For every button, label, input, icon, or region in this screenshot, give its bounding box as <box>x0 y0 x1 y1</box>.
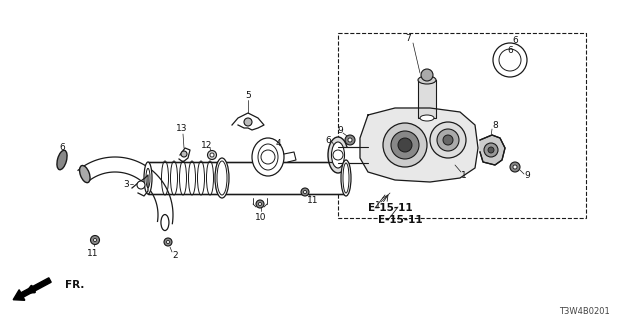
Circle shape <box>333 150 343 160</box>
Text: E-15-11: E-15-11 <box>378 215 422 225</box>
Text: 1: 1 <box>375 201 381 210</box>
Circle shape <box>430 122 466 158</box>
Circle shape <box>164 238 172 246</box>
Text: 4: 4 <box>275 139 281 148</box>
Bar <box>148 162 346 194</box>
Circle shape <box>261 150 275 164</box>
Ellipse shape <box>170 161 177 195</box>
Polygon shape <box>360 108 478 182</box>
Ellipse shape <box>216 161 223 195</box>
Circle shape <box>303 190 307 194</box>
Text: 6: 6 <box>59 142 65 151</box>
Text: 6: 6 <box>507 45 513 54</box>
Circle shape <box>259 203 262 205</box>
Circle shape <box>244 118 252 126</box>
Circle shape <box>398 138 412 152</box>
Text: 8: 8 <box>492 121 498 130</box>
Circle shape <box>207 150 216 159</box>
FancyArrow shape <box>13 278 51 300</box>
Circle shape <box>93 238 97 242</box>
Circle shape <box>348 138 352 142</box>
Circle shape <box>493 43 527 77</box>
Ellipse shape <box>258 144 278 170</box>
Ellipse shape <box>189 161 195 195</box>
Text: 13: 13 <box>176 124 188 132</box>
Text: 9: 9 <box>524 171 530 180</box>
Polygon shape <box>480 135 505 165</box>
Ellipse shape <box>328 137 348 173</box>
Text: 2: 2 <box>172 251 178 260</box>
Text: 11: 11 <box>87 249 99 258</box>
Text: 12: 12 <box>202 140 212 149</box>
Circle shape <box>383 123 427 167</box>
Bar <box>338 33 586 218</box>
Circle shape <box>256 200 264 208</box>
Text: 3: 3 <box>123 180 129 188</box>
Circle shape <box>90 236 99 244</box>
Ellipse shape <box>144 162 152 194</box>
Circle shape <box>421 69 433 81</box>
Bar <box>338 147 368 163</box>
Text: 6: 6 <box>512 36 518 44</box>
Circle shape <box>345 135 355 145</box>
Bar <box>418 80 436 118</box>
Circle shape <box>488 147 494 153</box>
Ellipse shape <box>161 214 169 230</box>
Ellipse shape <box>343 163 349 193</box>
Ellipse shape <box>215 158 229 198</box>
Text: 6: 6 <box>325 135 331 145</box>
Text: 5: 5 <box>245 91 251 100</box>
Ellipse shape <box>252 138 284 176</box>
Ellipse shape <box>57 150 67 170</box>
Text: 1: 1 <box>461 171 467 180</box>
Circle shape <box>484 143 498 157</box>
Circle shape <box>391 131 419 159</box>
Ellipse shape <box>418 76 436 84</box>
Text: E-15-11: E-15-11 <box>368 203 412 213</box>
Ellipse shape <box>332 142 344 168</box>
Text: 9: 9 <box>337 125 343 134</box>
Circle shape <box>510 162 520 172</box>
Circle shape <box>443 135 453 145</box>
Circle shape <box>437 129 459 151</box>
Circle shape <box>137 181 145 189</box>
Text: 11: 11 <box>307 196 319 204</box>
Text: T3W4B0201: T3W4B0201 <box>559 308 610 316</box>
Ellipse shape <box>334 139 346 171</box>
Circle shape <box>181 151 187 157</box>
Ellipse shape <box>179 161 186 195</box>
Text: 10: 10 <box>255 212 267 221</box>
Ellipse shape <box>146 168 150 188</box>
Circle shape <box>166 241 170 244</box>
Circle shape <box>301 188 309 196</box>
Ellipse shape <box>79 165 90 183</box>
Ellipse shape <box>341 160 351 196</box>
Ellipse shape <box>420 115 434 121</box>
Circle shape <box>513 165 517 169</box>
Ellipse shape <box>198 161 205 195</box>
Ellipse shape <box>217 161 227 195</box>
Polygon shape <box>78 157 173 224</box>
Circle shape <box>210 153 214 157</box>
Text: 7: 7 <box>405 34 411 43</box>
Ellipse shape <box>161 161 168 195</box>
Circle shape <box>499 49 521 71</box>
Text: FR.: FR. <box>65 280 84 290</box>
Ellipse shape <box>207 161 214 195</box>
